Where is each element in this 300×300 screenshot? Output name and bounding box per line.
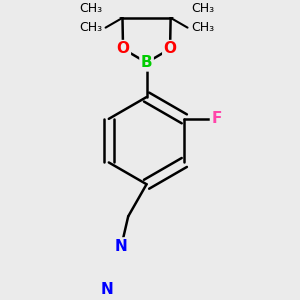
Text: O: O xyxy=(116,41,130,56)
Text: B: B xyxy=(141,55,152,70)
Text: N: N xyxy=(115,239,128,254)
Text: CH₃: CH₃ xyxy=(191,2,214,15)
Text: CH₃: CH₃ xyxy=(191,21,214,34)
Text: CH₃: CH₃ xyxy=(79,2,102,15)
Text: N: N xyxy=(101,282,113,297)
Text: CH₃: CH₃ xyxy=(79,21,102,34)
Text: F: F xyxy=(211,111,222,126)
Text: O: O xyxy=(164,41,177,56)
